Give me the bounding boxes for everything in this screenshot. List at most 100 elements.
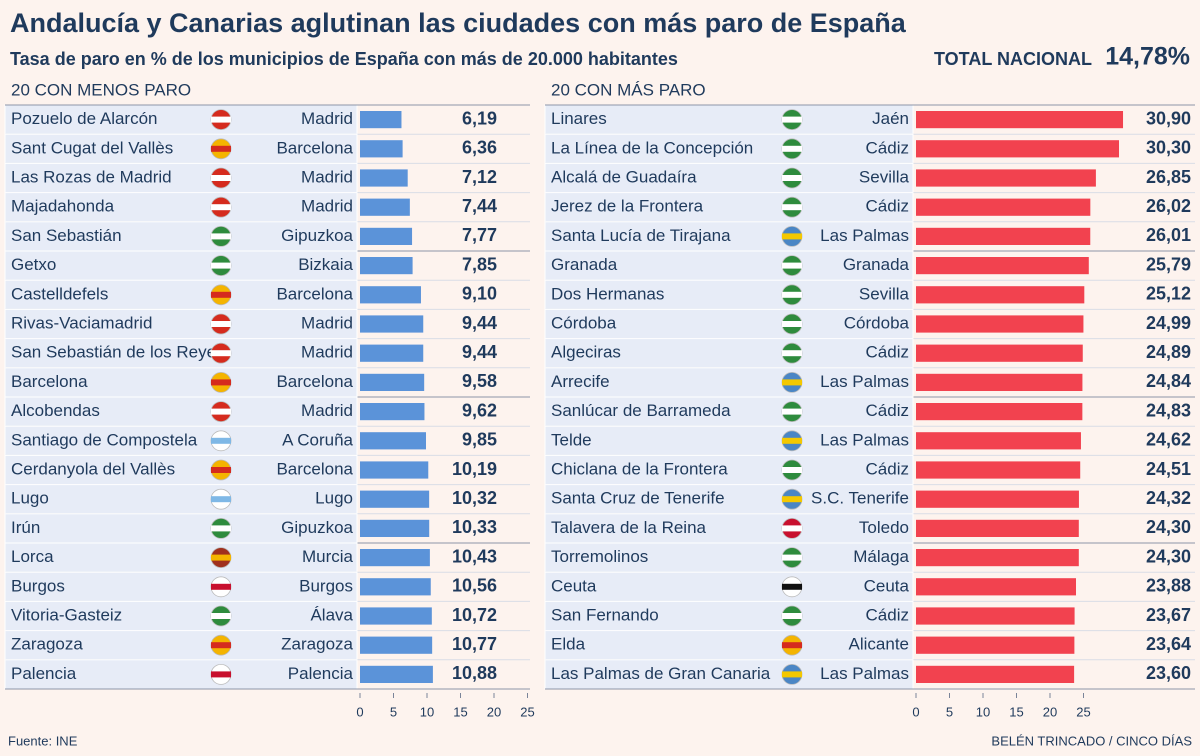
flag-stripe xyxy=(211,554,231,561)
value-label: 10,43 xyxy=(452,546,497,566)
bar xyxy=(916,578,1076,596)
city: San Sebastián xyxy=(11,226,122,245)
table-title: 20 CON MENOS PARO xyxy=(11,80,191,99)
flag-stripe xyxy=(211,321,231,327)
bar xyxy=(916,665,1075,683)
flag-stripe xyxy=(782,233,802,240)
flag-stripe xyxy=(211,525,231,532)
flag-stripe xyxy=(782,525,802,532)
flag-stripe xyxy=(211,291,231,298)
city: Sanlúcar de Barrameda xyxy=(551,401,731,420)
province: Barcelona xyxy=(276,372,353,391)
value-label: 7,12 xyxy=(462,167,497,187)
city: San Fernando xyxy=(551,605,659,624)
name-cell xyxy=(4,338,358,369)
city: Lorca xyxy=(11,547,54,566)
province: Madrid xyxy=(301,197,353,216)
flag-stripe xyxy=(782,175,802,181)
name-cell xyxy=(544,308,914,340)
value-label: 24,99 xyxy=(1146,313,1191,333)
city: Linares xyxy=(551,109,607,128)
value-label: 26,01 xyxy=(1146,225,1191,245)
value-label: 10,56 xyxy=(452,576,497,596)
name-cell xyxy=(4,630,358,661)
name-cell xyxy=(4,600,358,632)
city: Ceuta xyxy=(551,576,597,595)
flag-stripe xyxy=(782,408,802,415)
city: Santiago de Compostela xyxy=(11,430,198,449)
bar xyxy=(360,198,410,216)
city: Majadahonda xyxy=(11,197,115,216)
bar xyxy=(360,286,421,304)
value-label: 24,32 xyxy=(1146,488,1191,508)
bar xyxy=(916,403,1083,421)
flag-stripe xyxy=(782,145,802,152)
name-cell xyxy=(544,279,914,310)
city: Chiclana de la Frontera xyxy=(551,459,728,478)
city: Alcobendas xyxy=(11,401,100,420)
flag-stripe xyxy=(782,467,802,473)
value-label: 30,90 xyxy=(1146,108,1191,128)
flag-stripe xyxy=(211,408,231,415)
province: Cádiz xyxy=(866,401,909,420)
name-cell xyxy=(544,600,914,632)
value-label: 26,85 xyxy=(1146,167,1191,187)
value-label: 24,30 xyxy=(1146,517,1191,537)
city: Santa Cruz de Tenerife xyxy=(551,489,725,508)
flag-stripe xyxy=(211,262,231,269)
bar xyxy=(916,227,1091,245)
name-cell xyxy=(4,659,358,690)
flag-stripe xyxy=(211,583,231,590)
flag-stripe xyxy=(211,145,231,152)
city: Elda xyxy=(551,635,586,654)
city: Torremolinos xyxy=(551,547,648,566)
flag-stripe xyxy=(211,116,231,123)
province: S.C. Tenerife xyxy=(811,489,909,508)
x-tick-label: 15 xyxy=(453,704,467,719)
value-label: 24,84 xyxy=(1146,371,1191,391)
province: Barcelona xyxy=(276,138,353,157)
name-cell xyxy=(544,484,914,515)
name-cell xyxy=(4,367,358,398)
flag-stripe xyxy=(782,291,802,298)
province: Madrid xyxy=(301,343,353,362)
flag-stripe xyxy=(782,204,802,211)
city: Burgos xyxy=(11,576,65,595)
bar xyxy=(360,373,425,391)
province: Cádiz xyxy=(866,459,909,478)
x-tick-label: 10 xyxy=(420,704,434,719)
x-tick-label: 15 xyxy=(1009,704,1023,719)
province: Córdoba xyxy=(844,313,910,332)
name-cell xyxy=(544,571,914,602)
name-cell xyxy=(4,542,358,573)
flag-stripe xyxy=(782,379,802,386)
bar xyxy=(916,257,1089,275)
flag-stripe xyxy=(782,613,802,619)
value-label: 10,88 xyxy=(452,663,497,683)
province: Las Palmas xyxy=(820,430,909,449)
bar xyxy=(360,519,430,537)
x-tick-label: 5 xyxy=(946,704,953,719)
province: Las Palmas xyxy=(820,226,909,245)
name-cell xyxy=(544,104,914,135)
bar xyxy=(360,257,413,275)
province: Madrid xyxy=(301,109,353,128)
city: Las Palmas de Gran Canaria xyxy=(551,664,771,683)
province: A Coruña xyxy=(282,430,353,449)
value-label: 7,85 xyxy=(462,254,497,274)
bar xyxy=(916,344,1083,362)
x-tick-label: 5 xyxy=(390,704,397,719)
name-cell xyxy=(4,484,358,515)
credit: BELÉN TRINCADO / CINCO DÍAS xyxy=(991,733,1192,748)
value-label: 23,64 xyxy=(1146,634,1191,654)
city: Lugo xyxy=(11,489,49,508)
x-tick-label: 25 xyxy=(1076,704,1090,719)
bar xyxy=(360,432,426,450)
name-cell xyxy=(544,513,914,544)
flag-stripe xyxy=(782,321,802,327)
bar xyxy=(360,607,432,625)
province: Barcelona xyxy=(276,284,353,303)
name-cell xyxy=(544,221,914,252)
bar xyxy=(916,111,1124,129)
province: Álava xyxy=(310,605,353,624)
